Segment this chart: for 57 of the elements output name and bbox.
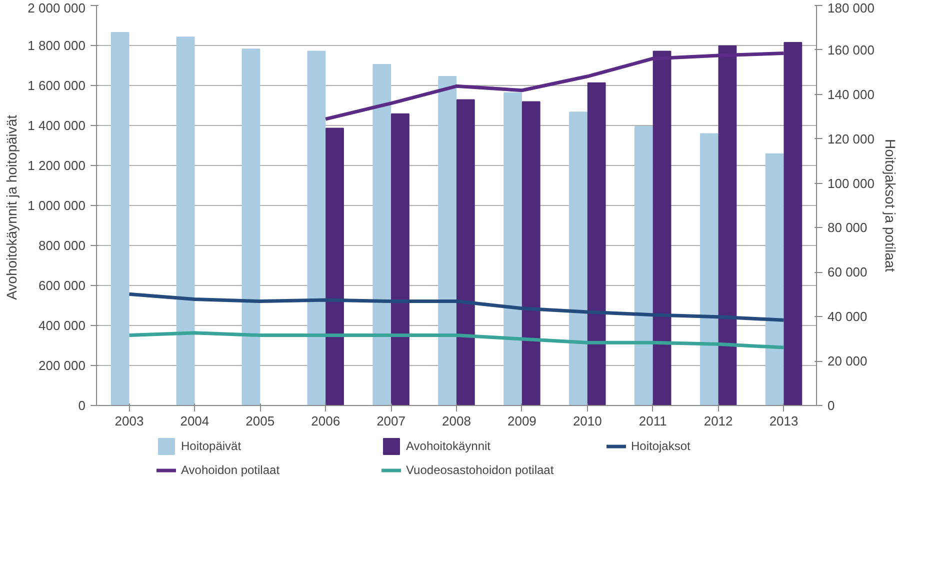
bar [569, 112, 588, 406]
bar [372, 64, 392, 406]
y2-tick-label: 160 000 [828, 42, 874, 58]
y-tick-label: 2 000 000 [28, 0, 86, 16]
y-tick-label: 200 000 [38, 358, 86, 373]
y2-axis-title: Hoitojaksot ja potilaat [882, 138, 898, 272]
line-series [127, 292, 786, 322]
y-tick-label: 600 000 [38, 278, 86, 293]
y-tick-label: 1 000 000 [28, 198, 86, 213]
bar [242, 48, 260, 406]
y2-tick-label: 180 000 [828, 0, 874, 16]
y2-tick-label: 20 000 [828, 354, 868, 369]
x-tick-label: 2009 [507, 414, 536, 428]
y-tick-label: 1 600 000 [28, 78, 86, 93]
x-tick-label: 2010 [572, 414, 602, 428]
bar [504, 92, 522, 406]
x-tick-label: 2006 [311, 414, 340, 428]
legend-label: Hoitojaksot [631, 439, 692, 453]
line-series [127, 331, 786, 350]
bar [700, 133, 718, 406]
bar [587, 82, 606, 406]
x-tick-label: 2007 [376, 414, 406, 428]
bar [634, 126, 653, 406]
y2-tick-label: 100 000 [828, 176, 874, 191]
y2-tick-label: 80 000 [828, 220, 868, 236]
legend-label: Hoitopäivät [181, 439, 242, 453]
legend-label: Avohoidon potilaat [181, 463, 281, 477]
y-tick-label: 1 400 000 [28, 118, 86, 133]
y2-tick-label: 60 000 [828, 264, 868, 280]
x-tick-label: 2013 [769, 414, 798, 428]
bar [176, 36, 195, 406]
bar [456, 99, 475, 406]
x-tick-label: 2004 [180, 414, 210, 428]
bar [326, 128, 344, 406]
bar [110, 32, 130, 406]
y-axis-title: Avohoitokäynnit ja hoitopäivät [4, 114, 20, 300]
y2-tick-label: 40 000 [828, 309, 868, 324]
y-tick-label: 1 200 000 [28, 158, 86, 173]
legend-label: Vuodeosastohoidon potilaat [406, 463, 555, 477]
y-tick-label: 400 000 [38, 318, 86, 333]
bar [438, 76, 457, 406]
y2-tick-label: 140 000 [828, 86, 874, 102]
y2-tick-label: 0 [828, 398, 835, 413]
bar [522, 101, 540, 406]
legend-label: Avohoitokäynnit [406, 439, 492, 453]
x-tick-label: 2005 [246, 414, 275, 428]
y2-tick-label: 120 000 [828, 131, 874, 146]
y-tick-label: 800 000 [38, 238, 86, 253]
x-tick-label: 2003 [114, 414, 144, 428]
bar [765, 153, 784, 406]
bar [307, 50, 326, 406]
x-tick-label: 2008 [442, 414, 471, 428]
x-tick-label: 2011 [638, 414, 667, 428]
bar [391, 113, 410, 406]
y-tick-label: 1 800 000 [28, 38, 86, 53]
y-tick-label: 0 [78, 398, 86, 413]
x-tick-label: 2012 [704, 414, 733, 428]
